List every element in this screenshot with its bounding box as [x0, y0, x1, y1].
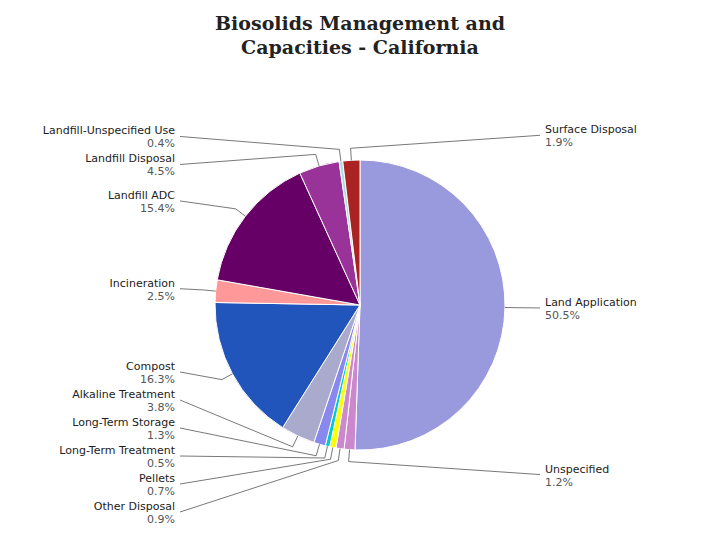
chart: Biosolids Management andCapacities - Cal… [0, 0, 720, 540]
slices [215, 160, 505, 450]
leader-line [180, 289, 216, 291]
slice-label: Landfill-Unspecified Use [43, 124, 175, 137]
data-label: 0.5% [147, 457, 175, 470]
leader-line [180, 428, 320, 456]
data-label: 2.5% [147, 290, 175, 303]
slice [343, 160, 360, 305]
leader-line [180, 447, 333, 484]
data-label: 3.8% [147, 401, 175, 414]
leader-line [505, 307, 540, 308]
data-label: 50.5% [545, 309, 580, 322]
slice-label: Other Disposal [94, 500, 175, 513]
slice-label: Landfill Disposal [85, 152, 175, 165]
leader-line [180, 446, 327, 458]
slice-label: Landfill ADC [108, 189, 175, 202]
leader-line [180, 154, 319, 166]
title: Biosolids Management andCapacities - Cal… [215, 12, 505, 58]
title-line: Biosolids Management and [215, 12, 505, 34]
leader-line [180, 449, 340, 512]
slice-label: Surface Disposal [545, 123, 637, 136]
title-line: Capacities - California [241, 36, 479, 58]
data-label: 1.9% [545, 136, 573, 149]
slice-label: Pellets [139, 472, 175, 485]
data-label: 4.5% [147, 165, 175, 178]
data-label: 15.4% [140, 202, 175, 215]
data-label: 1.2% [545, 476, 573, 489]
leader-line [349, 450, 540, 475]
leader-line [351, 135, 540, 160]
leader-line [180, 372, 232, 380]
leader-line [180, 201, 245, 216]
data-label: 1.3% [147, 429, 175, 442]
slice-label: Long-Term Storage [72, 416, 175, 429]
slice-label: Alkaline Treatment [72, 388, 176, 401]
slice-label: Compost [126, 360, 176, 373]
slice-label: Long-Term Treatment [59, 444, 175, 457]
slice [215, 302, 360, 427]
data-label: 16.3% [140, 373, 175, 386]
data-label: 0.9% [147, 513, 175, 526]
slice-label: Unspecified [545, 463, 609, 476]
slice [355, 160, 505, 450]
data-label: 0.4% [147, 137, 175, 150]
data-label: 0.7% [147, 485, 175, 498]
labels: Surface Disposal1.9% Land Application50.5… [43, 123, 637, 526]
slice-label: Incineration [110, 277, 175, 290]
slice-label: Land Application [545, 296, 637, 309]
